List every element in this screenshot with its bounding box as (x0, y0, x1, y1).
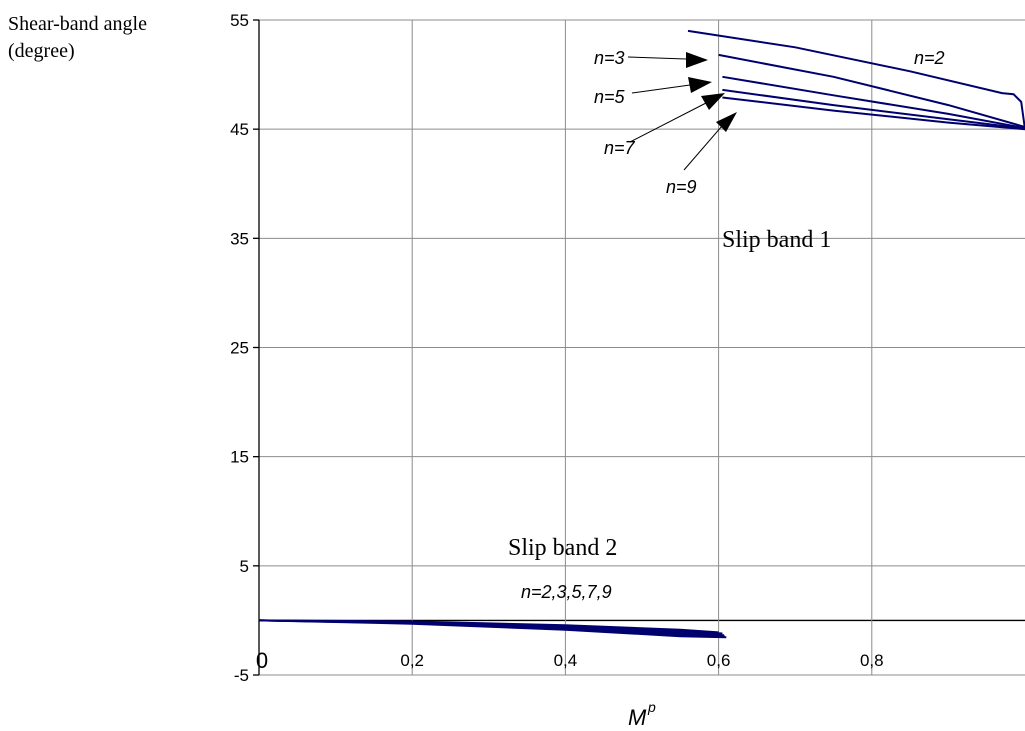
x-tick-label: 0,2 (400, 651, 424, 670)
arrow-n9 (683, 112, 737, 171)
slip-band-1-label: Slip band 1 (722, 227, 831, 253)
x-axis-title: M (628, 705, 647, 730)
label-n5: n=5 (594, 87, 626, 107)
series-line-slip-band-1-n5 (722, 75, 1025, 130)
slip-band-2-label: Slip band 2 (508, 535, 617, 561)
x-tick-label: 0,6 (707, 651, 731, 670)
label-n3: n=3 (594, 48, 625, 68)
x-tick-label: 0,8 (860, 651, 884, 670)
y-tick-label: 15 (230, 448, 249, 467)
y-axis-title-line1: Shear-band angle (8, 13, 147, 35)
x-tick-label: 0,4 (554, 651, 578, 670)
x-tick-label: 0 (256, 648, 268, 673)
arrow-n5 (631, 77, 712, 94)
series-lines (258, 29, 1025, 639)
y-tick-label: -5 (234, 666, 249, 685)
label-n7: n=7 (604, 138, 636, 158)
x-axis-title-superscript: p (647, 699, 656, 715)
series-line-slip-band-2-n9 (258, 619, 727, 639)
slip-band-2-n-label: n=2,3,5,7,9 (521, 582, 612, 602)
axes (253, 19, 260, 676)
series-line-slip-band-1-n9 (722, 96, 1025, 131)
y-tick-label: 5 (240, 557, 249, 576)
y-tick-label: 35 (230, 229, 249, 248)
label-n2: n=2 (914, 48, 945, 68)
arrow-n7 (629, 93, 725, 143)
y-tick-label: 55 (230, 11, 249, 30)
label-n9: n=9 (666, 177, 697, 197)
y-tick-label: 45 (230, 120, 249, 139)
series-line-slip-band-1-n7 (722, 88, 1025, 130)
series-line-slip-band-1-n3 (718, 53, 1025, 128)
tick-labels: 55 45 35 25 15 5 -5 0 0,2 0,4 0,6 0,8 (230, 11, 884, 685)
y-axis-title-line2: (degree) (8, 40, 75, 62)
arrow-n3 (627, 52, 708, 68)
series-line-slip-band-1-n2 (687, 29, 1025, 130)
y-tick-label: 25 (230, 339, 249, 358)
